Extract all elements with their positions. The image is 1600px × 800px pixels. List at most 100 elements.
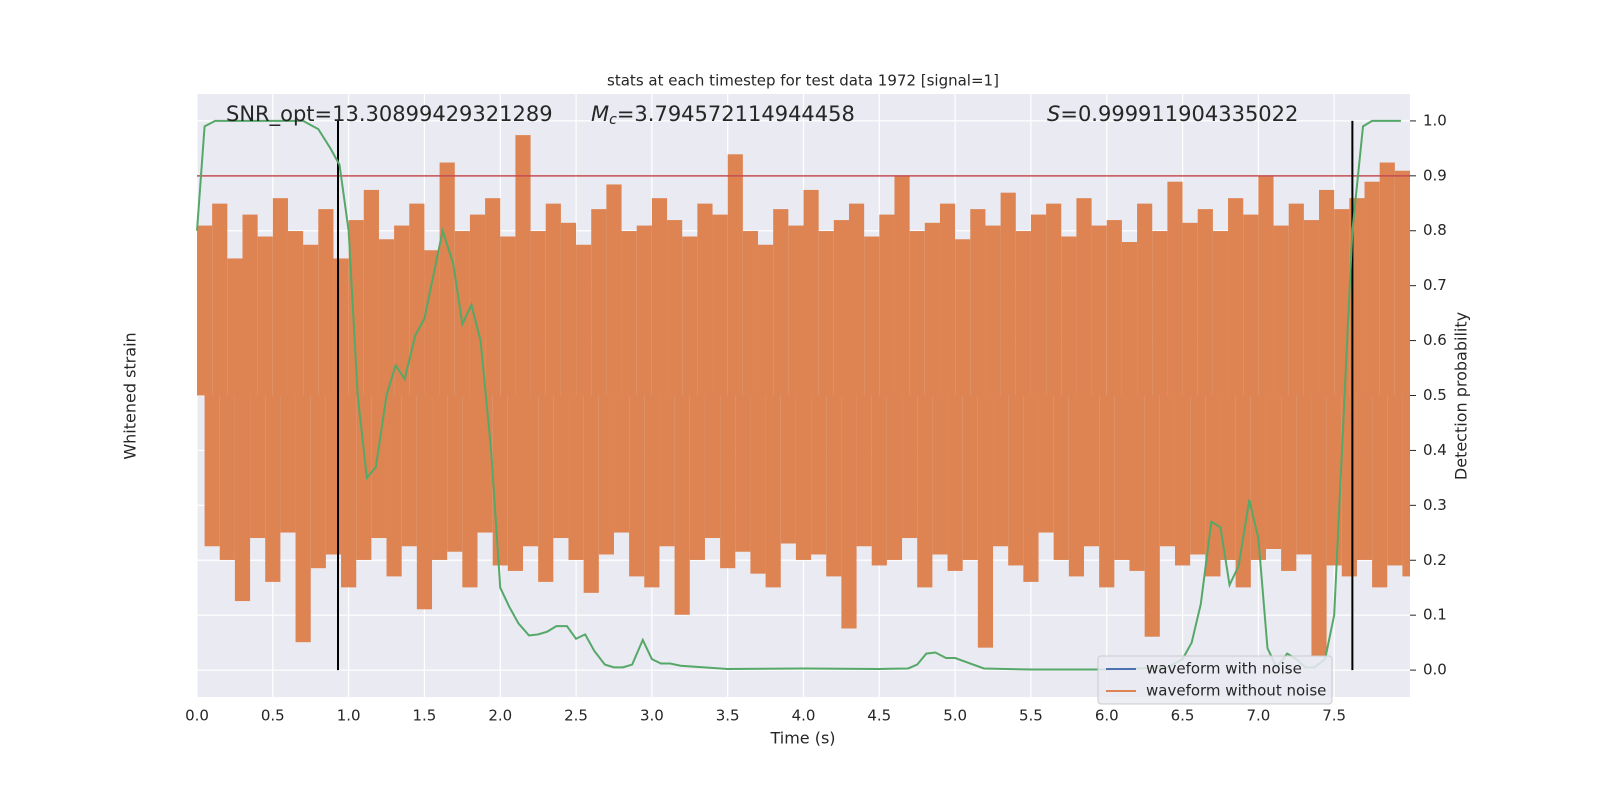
waveform-stem — [553, 395, 569, 539]
waveform-stem — [727, 154, 743, 396]
waveform-stem — [1174, 395, 1191, 566]
waveform-stem — [1167, 181, 1183, 396]
waveform-stem — [401, 395, 417, 547]
x-tick-label: 6.5 — [1171, 707, 1195, 725]
waveform-stem — [811, 395, 827, 555]
waveform-stem — [530, 231, 546, 396]
waveform-stem — [1387, 395, 1403, 566]
waveform-stem — [318, 209, 334, 396]
waveform-stem — [371, 395, 387, 539]
waveform-stem — [1076, 198, 1092, 396]
y-axis-label: Whitened strain — [121, 332, 140, 459]
waveform-stem — [1129, 395, 1145, 571]
waveform-stem — [795, 395, 812, 560]
x-tick-label: 1.5 — [413, 707, 437, 725]
waveform-stem — [1008, 395, 1024, 566]
waveform-stem — [1099, 395, 1115, 588]
waveform-stem — [742, 231, 759, 396]
legend-label: waveform without noise — [1146, 682, 1326, 700]
waveform-stem — [1235, 395, 1251, 588]
waveform-stem — [621, 231, 637, 396]
waveform-stem — [848, 203, 865, 396]
y2-tick-label: 0.6 — [1423, 331, 1447, 349]
waveform-stem — [970, 209, 986, 396]
y2-tick-label: 0.1 — [1423, 606, 1447, 624]
waveform-stem — [257, 236, 273, 396]
waveform-stem — [522, 395, 539, 547]
waveform-stem — [1228, 198, 1244, 396]
waveform-stem — [909, 231, 925, 396]
waveform-stem — [886, 395, 903, 560]
waveform-stem — [197, 225, 213, 396]
waveform-stem — [1159, 395, 1175, 547]
waveform-stem — [394, 225, 410, 396]
waveform-stem — [1311, 395, 1327, 656]
y2-tick-label: 0.4 — [1423, 441, 1447, 459]
waveform-stem — [545, 203, 561, 396]
waveform-stem — [606, 184, 622, 396]
waveform-stem — [924, 222, 940, 396]
x-tick-label: 4.5 — [867, 707, 891, 725]
waveform-stem — [591, 209, 607, 396]
waveform-stem — [378, 239, 395, 396]
waveform-stem — [682, 236, 698, 396]
waveform-stem — [985, 225, 1001, 396]
waveform-stem — [1220, 395, 1236, 560]
waveform-stem — [583, 395, 599, 593]
waveform-stem — [674, 395, 690, 615]
waveform-stem — [780, 395, 796, 544]
waveform-stem — [871, 395, 887, 566]
waveform-stem — [348, 220, 364, 396]
waveform-stem — [598, 395, 614, 555]
waveform-stem — [788, 225, 804, 396]
waveform-stem — [507, 395, 523, 571]
waveform-stem — [1319, 189, 1335, 396]
waveform-stem — [424, 250, 440, 396]
annotation: S=0.999911904335022 — [1047, 102, 1298, 126]
waveform-stem — [568, 395, 584, 560]
waveform-stem — [234, 395, 251, 602]
waveform-stem — [287, 231, 304, 396]
waveform-stem — [1106, 220, 1122, 396]
y2-tick-label: 0.5 — [1423, 386, 1447, 404]
waveform-stem — [864, 236, 880, 396]
y2-tick-label: 0.0 — [1423, 661, 1447, 679]
x-tick-label: 7.0 — [1246, 707, 1270, 725]
waveform-stem — [462, 395, 478, 588]
waveform-stem — [697, 203, 713, 396]
x-tick-label: 2.5 — [564, 707, 588, 725]
waveform-stem — [1137, 203, 1153, 396]
waveform-stem — [659, 395, 675, 547]
waveform-stem — [735, 395, 751, 552]
waveform-stem — [1258, 176, 1274, 396]
y2-tick-label: 0.8 — [1423, 221, 1447, 239]
waveform-stem — [280, 395, 296, 533]
y2-tick-label: 0.7 — [1423, 276, 1447, 294]
waveform-stem — [667, 220, 683, 396]
waveform-stem — [1356, 395, 1373, 560]
waveform-stem — [265, 395, 281, 582]
waveform-stem — [1182, 222, 1198, 396]
waveform-stem — [447, 395, 463, 552]
waveform-stem — [1190, 395, 1206, 555]
annotation-text: =0.999911904335022 — [1060, 102, 1298, 126]
waveform-stem — [750, 395, 766, 574]
waveform-stem — [932, 395, 948, 555]
x-tick-label: 3.5 — [716, 707, 740, 725]
y2-axis-label: Detection probability — [1452, 312, 1471, 480]
waveform-stem — [1265, 395, 1282, 549]
y2-tick-label: 1.0 — [1423, 111, 1447, 129]
waveform-stem — [242, 214, 258, 396]
waveform-stem — [955, 239, 971, 396]
waveform-stem — [1068, 395, 1085, 577]
waveform-stem — [833, 220, 849, 396]
waveform-stem — [1326, 395, 1342, 566]
x-tick-label: 5.5 — [1019, 707, 1043, 725]
waveform-stem — [803, 189, 819, 396]
waveform-stem — [1114, 395, 1130, 560]
waveform-stem — [1038, 395, 1054, 533]
waveform-stem — [939, 203, 956, 396]
waveform-stem — [1030, 214, 1047, 396]
y2-tick-label: 0.3 — [1423, 496, 1447, 514]
waveform-stem — [1296, 395, 1312, 555]
